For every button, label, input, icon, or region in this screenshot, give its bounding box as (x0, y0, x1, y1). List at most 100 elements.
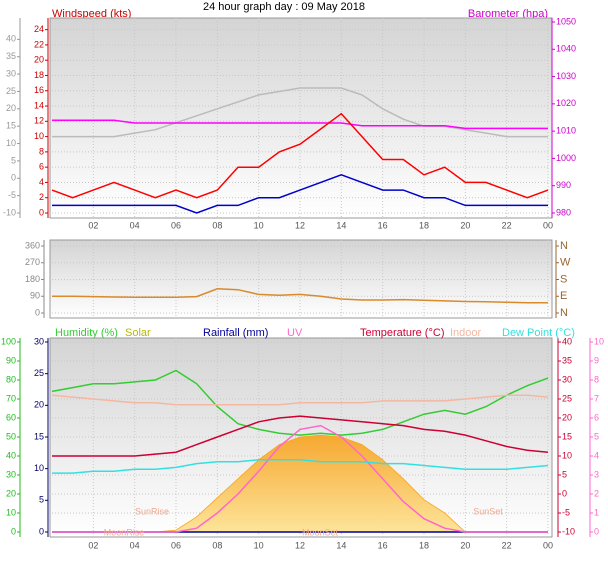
y3-tick-label: -5 (8, 190, 16, 200)
y-tick-label: 70 (6, 393, 16, 403)
legend-entry: Humidity (%) (55, 327, 118, 339)
y2-tick-label: 15 (562, 431, 572, 441)
legend-entry: Rainfall (mm) (203, 327, 268, 339)
y3-tick-label: 20 (6, 103, 16, 113)
y-tick-label: 8 (39, 146, 44, 156)
y-tick-label: 40 (6, 450, 16, 460)
x-tick-label: 22 (502, 220, 512, 230)
legend-entry: Temperature (°C) (360, 327, 444, 339)
x-tick-label: 20 (460, 540, 470, 550)
y-tick-label: 20 (34, 55, 44, 65)
x-tick-label: 00 (543, 220, 553, 230)
y2-tick-label: 30 (562, 374, 572, 384)
y3-tick-label: 40 (6, 34, 16, 44)
y2-tick-label: 1000 (556, 153, 576, 163)
y2-tick-label: E (560, 290, 567, 302)
y2-tick-label: S (560, 273, 567, 285)
y2-tick-label: 5 (562, 469, 567, 479)
y-tick-label: 18 (34, 70, 44, 80)
y2-tick-label: -10 (562, 526, 575, 536)
y-tick-label: 270 (25, 257, 40, 267)
x-tick-label: 10 (254, 220, 264, 230)
annotation: SunSet (473, 506, 503, 516)
y3-tick-label: 25 (6, 86, 16, 96)
y4-tick-label: 8 (594, 374, 599, 384)
line (52, 424, 548, 533)
y-tick-label: 180 (25, 274, 40, 284)
line (51, 394, 549, 406)
y2-tick-label: 20 (562, 412, 572, 422)
x-tick-label: 18 (419, 540, 429, 550)
y2-tick-label: 980 (556, 207, 571, 217)
y3-tick-label: 20 (34, 400, 44, 410)
y-tick-label: 10 (6, 507, 16, 517)
y3-tick-label: 0 (39, 526, 44, 536)
legend-entry: Indoor (450, 327, 482, 339)
y-tick-label: 60 (6, 412, 16, 422)
x-tick-label: 04 (130, 540, 140, 550)
x-tick-label: 12 (295, 540, 305, 550)
y2-tick-label: 1040 (556, 44, 576, 54)
line (52, 415, 549, 457)
y2-tick-label: 1010 (556, 126, 576, 136)
chart-title: 24 hour graph day : 09 May 2018 (203, 1, 365, 13)
x-tick-label: 10 (254, 540, 264, 550)
line (51, 112, 549, 199)
y-tick-label: 24 (34, 24, 44, 34)
x-tick-label: 08 (212, 540, 222, 550)
y2-tick-label: 990 (556, 180, 571, 190)
x-tick-label: 16 (378, 220, 388, 230)
y-tick-label: 80 (6, 374, 16, 384)
x-tick-label: 04 (130, 220, 140, 230)
x-tick-label: 06 (171, 540, 181, 550)
x-tick-label: 12 (295, 220, 305, 230)
x-tick-label: 16 (378, 540, 388, 550)
legend-entry: UV (287, 327, 303, 339)
y-tick-label: 22 (34, 39, 44, 49)
y3-tick-label: 15 (6, 121, 16, 131)
y3-tick-label: 5 (11, 155, 16, 165)
y3-tick-label: 30 (34, 336, 44, 346)
x-tick-label: 02 (88, 540, 98, 550)
annotation: MoonRise (104, 527, 145, 537)
y2-tick-label: 1050 (556, 16, 576, 26)
y-axis-label: Windspeed (kts) (52, 8, 131, 20)
annotation: SunRise (135, 506, 169, 516)
y3-tick-label: 0 (11, 173, 16, 183)
y4-tick-label: 6 (594, 412, 599, 422)
y-tick-label: 50 (6, 431, 16, 441)
y-tick-label: 90 (6, 355, 16, 365)
y2-tick-label: -5 (562, 507, 570, 517)
x-tick-label: 20 (460, 220, 470, 230)
y2-tick-label: 10 (562, 450, 572, 460)
x-tick-label: 14 (336, 540, 346, 550)
x-tick-label: 08 (212, 220, 222, 230)
line (52, 288, 548, 304)
line (52, 119, 548, 130)
y-tick-label: 4 (39, 177, 44, 187)
y3-tick-label: 10 (34, 463, 44, 473)
y2-tick-label: 35 (562, 355, 572, 365)
y-tick-label: 16 (34, 85, 44, 95)
y2-axis-label: Barometer (hpa) (468, 8, 548, 20)
x-tick-label: 14 (336, 220, 346, 230)
y4-tick-label: 5 (594, 431, 599, 441)
y3-tick-label: 25 (34, 368, 44, 378)
y3-tick-label: -10 (3, 207, 16, 217)
line (52, 87, 548, 138)
y2-tick-label: 0 (562, 488, 567, 498)
y-tick-label: 12 (34, 116, 44, 126)
y4-tick-label: 1 (594, 507, 599, 517)
y2-tick-label: N (560, 240, 568, 252)
y-tick-label: 0 (11, 526, 16, 536)
y-tick-label: 6 (39, 162, 44, 172)
x-tick-label: 18 (419, 220, 429, 230)
y2-tick-label: N (560, 307, 568, 319)
y2-tick-label: W (560, 257, 571, 269)
y-tick-label: 0 (35, 307, 40, 317)
y2-tick-label: 1020 (556, 98, 576, 108)
y-tick-label: 0 (39, 207, 44, 217)
y4-tick-label: 10 (594, 336, 604, 346)
y4-tick-label: 7 (594, 393, 599, 403)
